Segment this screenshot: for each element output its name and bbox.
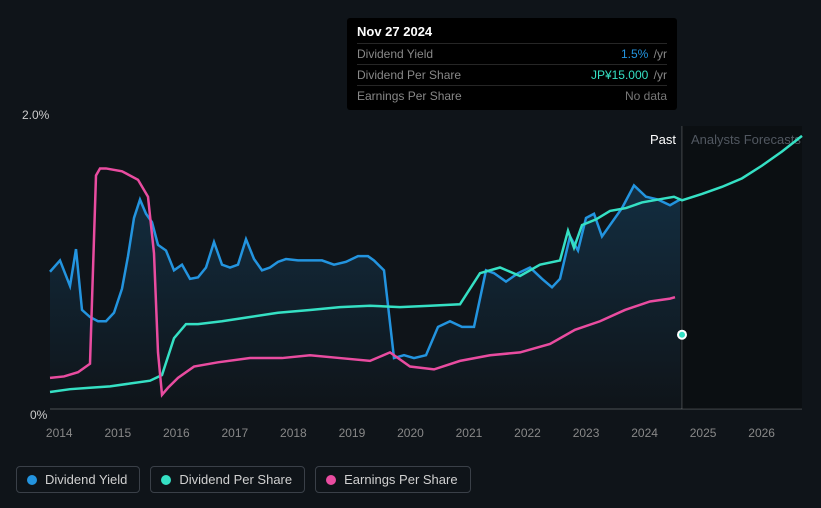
legend-swatch xyxy=(161,475,171,485)
x-axis-tick: 2015 xyxy=(89,426,148,440)
legend-item[interactable]: Earnings Per Share xyxy=(315,466,470,493)
legend-swatch xyxy=(326,475,336,485)
x-axis-tick: 2024 xyxy=(615,426,674,440)
chart-legend: Dividend Yield Dividend Per Share Earnings… xyxy=(16,466,471,493)
legend-label: Dividend Per Share xyxy=(179,472,292,487)
marker-current xyxy=(678,331,686,339)
x-axis-tick: 2021 xyxy=(440,426,499,440)
x-axis-tick: 2016 xyxy=(147,426,206,440)
x-axis-tick: 2026 xyxy=(732,426,791,440)
x-axis-tick: 2018 xyxy=(264,426,323,440)
legend-item[interactable]: Dividend Yield xyxy=(16,466,140,493)
x-axis-tick: 2017 xyxy=(206,426,265,440)
x-axis-tick: 2020 xyxy=(381,426,440,440)
legend-label: Dividend Yield xyxy=(45,472,127,487)
x-axis: 2014201520162017201820192020202120222023… xyxy=(0,426,821,440)
x-axis-tick: 2019 xyxy=(323,426,382,440)
x-axis-tick: 2014 xyxy=(30,426,89,440)
x-axis-tick: 2023 xyxy=(557,426,616,440)
legend-swatch xyxy=(27,475,37,485)
legend-label: Earnings Per Share xyxy=(344,472,457,487)
x-axis-tick: 2022 xyxy=(498,426,557,440)
legend-item[interactable]: Dividend Per Share xyxy=(150,466,305,493)
x-axis-tick: 2025 xyxy=(674,426,733,440)
